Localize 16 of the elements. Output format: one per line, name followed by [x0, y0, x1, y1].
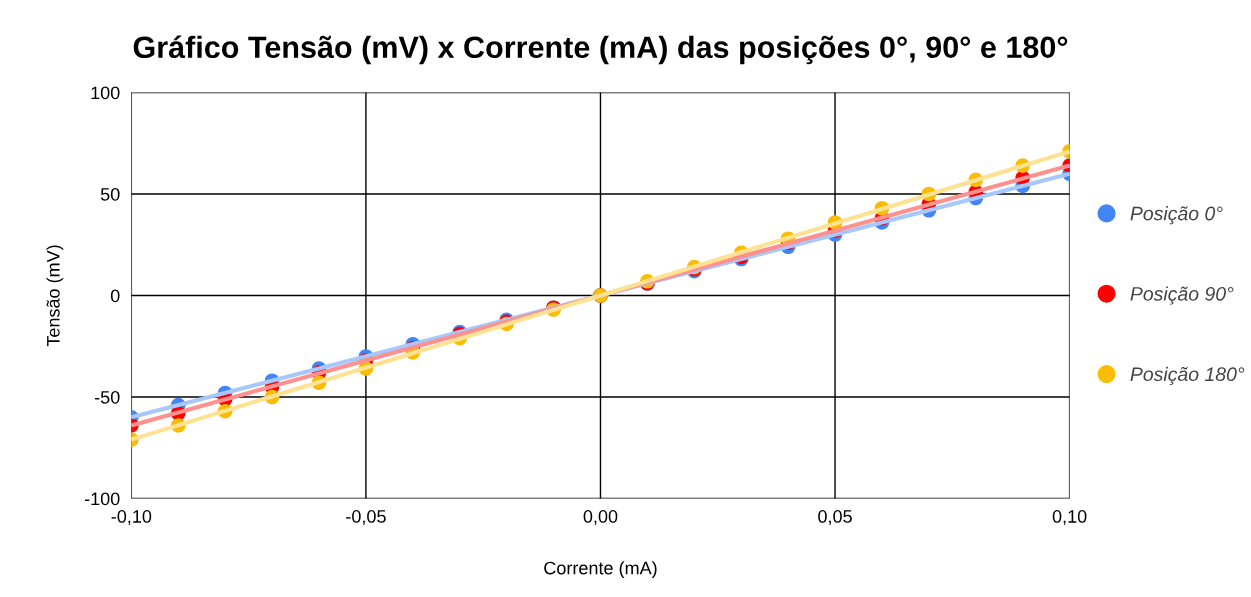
y-tick-label: 0: [110, 289, 120, 303]
x-tick-label: -0,10: [111, 510, 152, 525]
legend-label: Posição 180°: [1130, 366, 1245, 385]
x-tick-label: -0,05: [346, 510, 386, 525]
legend-label: Posição 0°: [1130, 206, 1223, 225]
x-tick-label: 0,05: [818, 510, 852, 525]
y-tick-label: 50: [100, 187, 120, 201]
x-axis-title: Corrente (mA): [544, 561, 657, 578]
y-axis-title: Tensão (mV): [46, 245, 64, 347]
y-tick-label: -50: [94, 390, 120, 404]
chart-title: Gráfico Tensão (mV) x Corrente (mA) das posições 0°, 90° e 180°: [133, 35, 1068, 65]
legend-label: Posição 90°: [1130, 286, 1234, 305]
x-tick-label: 0,00: [583, 510, 618, 525]
y-tick-label: 100: [91, 86, 120, 100]
y-tick-label: -100: [84, 492, 120, 506]
x-tick-label: 0,10: [1052, 510, 1087, 525]
